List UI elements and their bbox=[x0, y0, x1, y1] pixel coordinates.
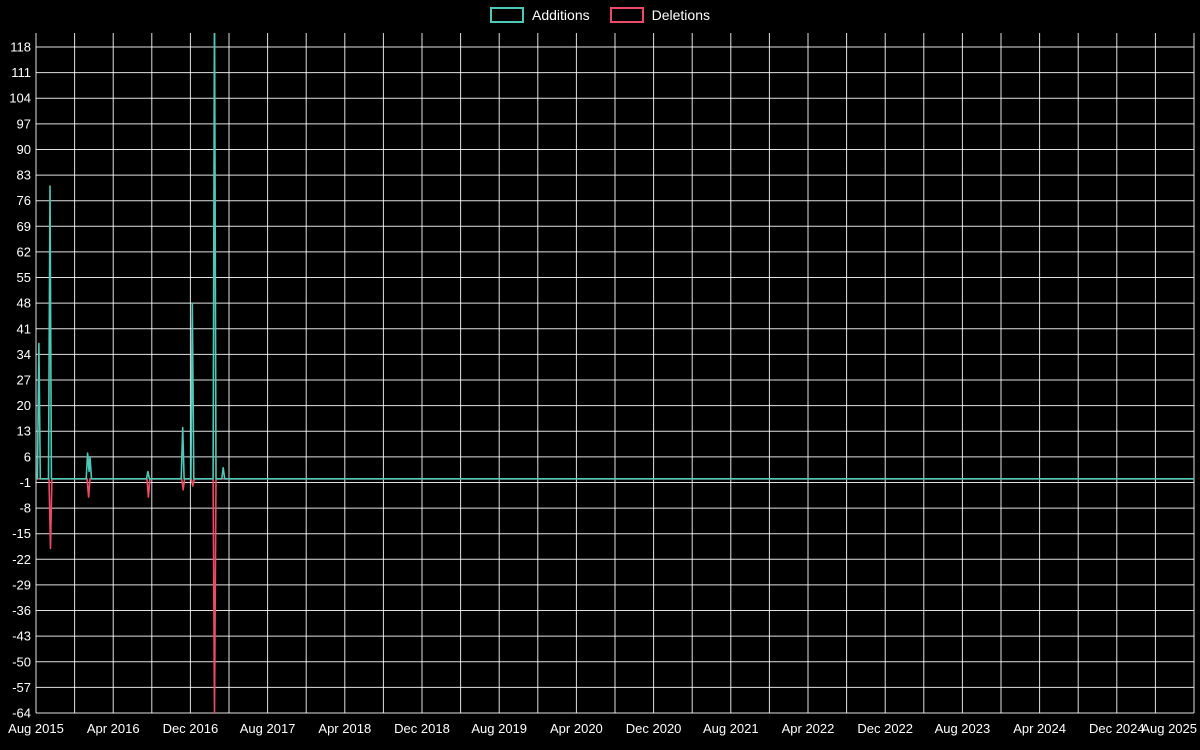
additions-line bbox=[36, 33, 1194, 480]
x-axis-tick-label: Aug 2019 bbox=[471, 721, 527, 736]
x-axis-tick-label: Aug 2023 bbox=[935, 721, 991, 736]
y-axis-tick-label: -8 bbox=[19, 501, 31, 516]
y-axis-tick-label: 76 bbox=[17, 193, 31, 208]
y-axis-tick-label: 13 bbox=[17, 424, 31, 439]
x-axis-tick-label: Apr 2020 bbox=[550, 721, 603, 736]
y-axis-tick-label: 27 bbox=[17, 373, 31, 388]
y-axis-tick-label: 55 bbox=[17, 270, 31, 285]
y-axis-tick-label: 104 bbox=[9, 91, 31, 106]
x-axis-tick-label: Apr 2024 bbox=[1013, 721, 1066, 736]
y-axis-tick-label: 118 bbox=[10, 40, 31, 55]
y-axis-tick-label: -36 bbox=[12, 603, 31, 618]
y-axis-tick-label: 97 bbox=[17, 116, 31, 131]
y-axis-tick-label: 69 bbox=[17, 219, 31, 234]
legend-label-deletions: Deletions bbox=[651, 7, 710, 23]
x-axis-tick-label: Apr 2018 bbox=[318, 721, 371, 736]
y-axis-tick-label: -29 bbox=[12, 577, 31, 592]
legend-item-additions[interactable]: Additions bbox=[490, 7, 590, 23]
y-axis-tick-label: 90 bbox=[17, 142, 31, 157]
legend-item-deletions[interactable]: Deletions bbox=[609, 7, 710, 23]
y-axis-tick-label: -22 bbox=[12, 552, 31, 567]
y-axis-tick-label: 62 bbox=[17, 244, 31, 259]
y-axis-tick-label: 34 bbox=[17, 347, 31, 362]
x-axis-tick-label: Dec 2018 bbox=[394, 721, 450, 736]
y-axis-tick-label: -1 bbox=[19, 475, 31, 490]
y-axis-tick-label: -50 bbox=[12, 654, 31, 669]
additions-swatch-icon bbox=[490, 7, 525, 23]
y-axis-tick-label: 20 bbox=[17, 398, 31, 413]
y-axis-tick-label: -64 bbox=[12, 706, 31, 721]
y-axis-tick-label: 6 bbox=[24, 449, 31, 464]
y-axis-tick-label: -43 bbox=[12, 629, 31, 644]
y-axis-tick-label: -15 bbox=[12, 526, 31, 541]
chart-legend: Additions Deletions bbox=[0, 7, 1200, 23]
y-axis-tick-label: 83 bbox=[17, 168, 31, 183]
x-axis-tick-label: Dec 2022 bbox=[857, 721, 913, 736]
y-axis-tick-label: 48 bbox=[17, 296, 31, 311]
x-axis-tick-label: Aug 2015 bbox=[8, 721, 64, 736]
x-axis-tick-label: Aug 2025 bbox=[1141, 721, 1197, 736]
x-axis-tick-label: Dec 2020 bbox=[626, 721, 682, 736]
x-axis-tick-label: Apr 2016 bbox=[87, 721, 140, 736]
x-axis-tick-label: Aug 2021 bbox=[703, 721, 759, 736]
deletions-swatch-icon bbox=[609, 7, 644, 23]
x-axis-tick-label: Dec 2016 bbox=[163, 721, 219, 736]
x-axis-tick-label: Aug 2017 bbox=[240, 721, 296, 736]
legend-label-additions: Additions bbox=[532, 7, 590, 23]
x-axis-tick-label: Apr 2022 bbox=[782, 721, 835, 736]
x-axis-tick-label: Dec 2024 bbox=[1089, 721, 1145, 736]
y-axis-tick-label: -57 bbox=[12, 680, 31, 695]
y-axis-tick-label: 111 bbox=[11, 65, 31, 80]
y-axis-tick-label: 41 bbox=[17, 321, 31, 336]
